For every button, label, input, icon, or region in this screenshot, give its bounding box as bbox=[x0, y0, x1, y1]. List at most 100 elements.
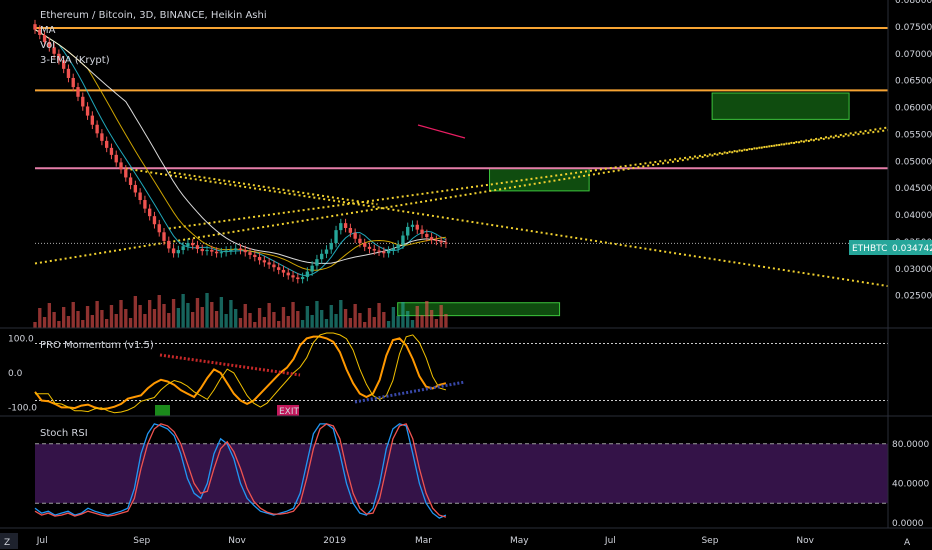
candle-body bbox=[81, 96, 85, 107]
candle-body bbox=[167, 240, 171, 249]
time-tick-label: May bbox=[510, 536, 529, 546]
volume-bar bbox=[343, 309, 348, 328]
volume-bar bbox=[191, 312, 195, 328]
candle-body bbox=[257, 257, 262, 261]
candle-body bbox=[329, 243, 333, 250]
momentum-pane[interactable]: 100.0 0.0 -100.0 EXIT bbox=[8, 332, 888, 417]
candle-body bbox=[186, 243, 190, 247]
candle-body bbox=[157, 224, 161, 233]
candle-body bbox=[343, 223, 348, 228]
candle-body bbox=[296, 277, 300, 280]
candle-body bbox=[224, 250, 228, 253]
candle-body bbox=[100, 133, 104, 141]
time-axis[interactable]: Jul Sep Nov 2019 Mar May Jul Sep Nov bbox=[36, 536, 815, 546]
zoom-reset-button-bg[interactable] bbox=[0, 533, 18, 549]
volume-bar bbox=[396, 316, 400, 328]
stoch-rsi-pane[interactable]: 80.0000 40.0000 0.0000 bbox=[34, 423, 929, 529]
candle-body bbox=[429, 237, 434, 240]
horizontal-levels bbox=[35, 26, 888, 244]
candle-body bbox=[181, 246, 185, 251]
volume-bar bbox=[444, 314, 448, 328]
volume-bar bbox=[100, 310, 104, 328]
candle-body bbox=[386, 250, 391, 254]
volume-bar bbox=[186, 303, 190, 328]
candle-body bbox=[262, 260, 267, 263]
candle-body bbox=[410, 224, 415, 227]
auto-scale-button[interactable]: A bbox=[904, 538, 911, 548]
candle-body bbox=[109, 147, 114, 155]
volume-bar bbox=[71, 302, 75, 328]
volume-bar bbox=[224, 314, 228, 328]
momentum-signal-line bbox=[35, 332, 447, 414]
candle-body bbox=[277, 267, 281, 270]
volume-bar bbox=[420, 315, 424, 328]
candle-body bbox=[339, 223, 343, 231]
volume-bar bbox=[234, 309, 238, 328]
candle-body bbox=[348, 227, 353, 233]
candle-body bbox=[434, 239, 439, 241]
candle-body bbox=[138, 192, 142, 201]
time-tick-label: Sep bbox=[133, 536, 150, 546]
volume-bar bbox=[248, 313, 252, 328]
volume-bar bbox=[171, 299, 176, 328]
stoch-line bbox=[34, 423, 447, 519]
volume-bar bbox=[382, 312, 386, 328]
volume-bar bbox=[415, 306, 419, 328]
volume-bar bbox=[348, 318, 353, 328]
green-zone bbox=[397, 302, 561, 317]
candle-body bbox=[214, 251, 219, 254]
volume-bar bbox=[143, 314, 147, 328]
candle-body bbox=[372, 248, 376, 251]
candle-body bbox=[38, 29, 42, 35]
volume-bar bbox=[210, 302, 214, 328]
momentum-entry-marker bbox=[155, 405, 170, 416]
volume-bar bbox=[33, 322, 37, 328]
volume-bar bbox=[300, 320, 305, 328]
volume-bar bbox=[109, 305, 114, 328]
volume-bar bbox=[214, 311, 219, 328]
volume-bar bbox=[372, 317, 376, 328]
candle-body bbox=[191, 243, 195, 246]
volume-bar bbox=[148, 300, 152, 328]
candle-body bbox=[439, 240, 443, 243]
trendline bbox=[34, 126, 889, 265]
volume-bar bbox=[272, 312, 276, 328]
zoom-reset-button[interactable]: Z bbox=[4, 538, 10, 548]
volume-bar bbox=[281, 307, 286, 328]
volume-bar bbox=[167, 313, 171, 328]
candle-body bbox=[33, 24, 37, 30]
volume-bar bbox=[205, 293, 209, 328]
candle-body bbox=[315, 259, 319, 266]
candle-body bbox=[286, 272, 290, 276]
candle-body bbox=[57, 53, 61, 61]
time-tick-label: Sep bbox=[701, 536, 718, 546]
candle-body bbox=[90, 115, 95, 125]
stoch-tick-label: 80.0000 bbox=[892, 440, 929, 450]
volume-bar bbox=[95, 301, 99, 328]
candle-body bbox=[171, 248, 176, 254]
volume-bar bbox=[114, 314, 118, 328]
candle-body bbox=[305, 271, 310, 277]
candle-body bbox=[76, 87, 80, 97]
legend-vol: Vol bbox=[40, 40, 55, 51]
volume-bar bbox=[353, 304, 357, 328]
time-tick-label: Jul bbox=[36, 536, 48, 546]
volume-bar bbox=[324, 319, 329, 328]
volume-bar bbox=[339, 300, 343, 328]
candle-body bbox=[95, 124, 99, 134]
candle-body bbox=[85, 106, 90, 116]
momentum-tick-label: 100.0 bbox=[8, 334, 34, 344]
candle-body bbox=[114, 154, 118, 163]
volume-bar bbox=[76, 311, 80, 328]
candle-body bbox=[200, 248, 204, 252]
legend-title: Ethereum / Bitcoin, 3D, BINANCE, Heikin … bbox=[40, 10, 267, 21]
volume-bar bbox=[367, 308, 372, 328]
volume-bar bbox=[286, 316, 290, 328]
